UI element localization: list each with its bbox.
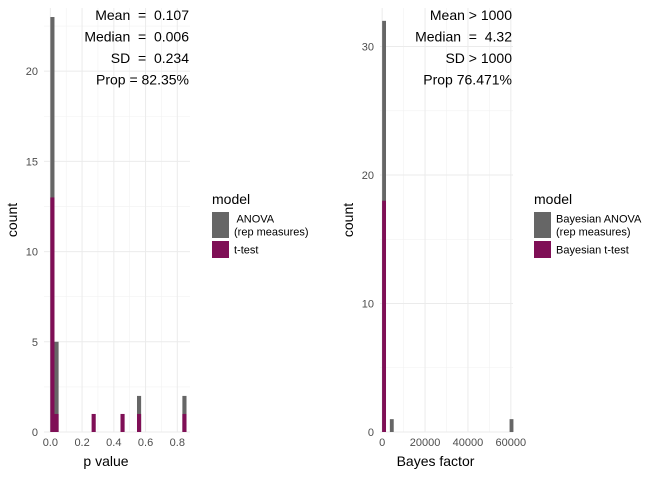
legend-label: (rep measures) — [234, 227, 309, 239]
stat-line: SD = 0.234 — [111, 50, 189, 66]
legend-key-2 — [212, 241, 229, 258]
y-tick-label: 10 — [26, 247, 38, 259]
y-tick-label: 10 — [362, 299, 374, 311]
stat-line: Prop = 82.35% — [96, 72, 189, 88]
legend-key-1 — [212, 212, 229, 238]
legend-label: (rep measures) — [556, 227, 631, 239]
bar-series-1-bin-2 — [389, 419, 394, 432]
x-tick-label: 0.4 — [106, 437, 121, 449]
bar-series-2-bin-4 — [120, 413, 125, 432]
legend-key-1 — [534, 212, 551, 238]
x-axis-title: Bayes factor — [397, 453, 475, 469]
stat-line: Mean > 1000 — [430, 7, 512, 23]
y-tick-label: 20 — [26, 66, 38, 78]
bar-series-2-bin-1 — [50, 197, 55, 432]
legend-label: Bayesian t-test — [556, 245, 629, 257]
y-axis-title: count — [340, 203, 356, 237]
stat-line: Prop 76.471% — [423, 72, 512, 88]
bar-series-2-bin-6 — [182, 413, 187, 432]
stat-line: Mean = 0.107 — [95, 7, 189, 23]
stat-line: Median = 4.32 — [415, 29, 512, 45]
legend-label: t-test — [234, 245, 258, 257]
legend-title: model — [212, 191, 250, 207]
bar-series-1-bin-3 — [509, 419, 514, 432]
chart-panel-1: 0.0 0.2 0.4 0.6 0.8 0 5 10 15 20 p value count Mean … — [4, 7, 309, 469]
stat-line: SD > 1000 — [445, 50, 512, 66]
chart-panel-2: 0 20000 40000 60000 0 10 20 30 Bayes factor count… — [340, 7, 642, 469]
legend: model Bayesian ANOVA(rep measures) Bayesia… — [534, 191, 642, 258]
x-tick-label: 0.0 — [43, 437, 58, 449]
stats-annotation: Mean = 0.107 Median = 0.006 SD = 0.234 Prop… — [84, 7, 189, 88]
y-tick-label: 0 — [32, 427, 38, 439]
stat-line: Median = 0.006 — [84, 29, 189, 45]
bar-series-1-bin-2 — [54, 341, 59, 432]
y-tick-label: 15 — [26, 156, 38, 168]
x-tick-label: 40000 — [453, 437, 484, 449]
legend-title: model — [534, 191, 572, 207]
legend: model ANOVA(rep measures) t-test — [212, 191, 309, 258]
x-axis-title: p value — [83, 453, 128, 469]
x-tick-label: 20000 — [410, 437, 441, 449]
stats-annotation: Mean > 1000 Median = 4.32 SD > 1000 Prop 76… — [415, 7, 512, 88]
x-tick-label: 0.8 — [170, 437, 185, 449]
bar-series-2-bin-5 — [136, 413, 142, 432]
y-tick-label: 0 — [368, 427, 374, 439]
y-tick-label: 5 — [32, 337, 38, 349]
y-tick-label: 20 — [362, 170, 374, 182]
tick-labels: 0 20000 40000 60000 0 10 20 30 — [362, 42, 526, 449]
y-axis-title: count — [4, 203, 20, 237]
x-tick-label: 0.2 — [74, 437, 89, 449]
legend-label: Bayesian ANOVA — [556, 214, 642, 226]
bar-series-2-bin-2 — [54, 413, 59, 432]
bar-series-2-bin-1 — [382, 200, 387, 432]
bar-series-2-bin-3 — [91, 413, 96, 432]
x-tick-label: 60000 — [496, 437, 527, 449]
legend-label: ANOVA — [234, 214, 275, 226]
y-tick-label: 30 — [362, 42, 374, 54]
legend-key-2 — [534, 241, 551, 258]
x-tick-label: 0 — [379, 437, 385, 449]
bars — [50, 17, 187, 433]
x-tick-label: 0.6 — [138, 437, 153, 449]
bars — [382, 20, 514, 433]
tick-labels: 0.0 0.2 0.4 0.6 0.8 0 5 10 15 20 — [26, 66, 185, 449]
